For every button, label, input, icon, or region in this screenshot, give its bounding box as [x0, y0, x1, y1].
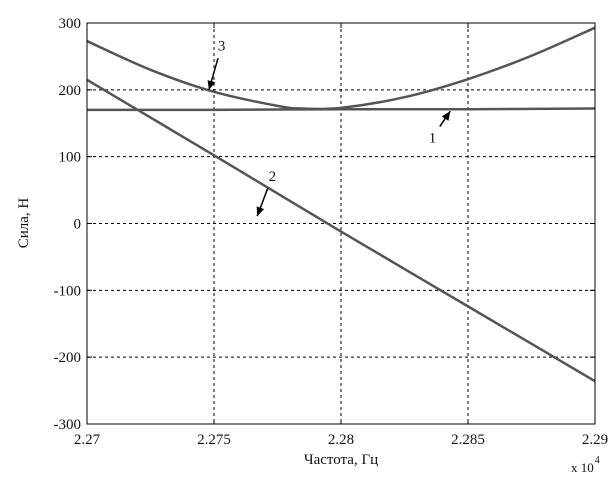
y-tick-label: 100 [59, 150, 82, 166]
series-line-2 [86, 78, 596, 383]
x-tick-label: 2.285 [451, 432, 485, 448]
y-axis-title: Сила, Н [16, 198, 32, 249]
annotation-arrowhead-2 [256, 206, 265, 217]
y-tick-label: 0 [74, 217, 82, 233]
curve-annotations: 1 2 3 [207, 39, 451, 217]
y-tick-label: -200 [54, 350, 82, 366]
x-tick-label: 2.275 [197, 432, 231, 448]
annotation-label-3: 3 [218, 39, 226, 55]
x-axis-scale-note: x 104 [571, 455, 600, 475]
x-scale-base: x 10 [571, 460, 594, 475]
y-tick-label: -300 [54, 417, 82, 433]
annotation-label-2: 2 [269, 169, 277, 185]
annotation-arrowhead-3 [207, 80, 216, 90]
grid-lines [87, 23, 595, 424]
series-line-1 [86, 107, 596, 112]
axis-ticks [86, 22, 596, 425]
x-tick-label: 2.28 [328, 432, 354, 448]
annotation-label-1: 1 [429, 130, 437, 146]
series-lines [86, 26, 596, 383]
x-axis-title: Частота, Гц [304, 452, 378, 468]
series-line-3 [86, 26, 596, 111]
tick-labels: 2.27 2.275 2.28 2.285 2.29 300 200 100 0 -100 -200… [54, 16, 609, 448]
y-tick-label: -100 [54, 283, 82, 299]
x-scale-exponent: 4 [595, 455, 600, 466]
annotation-arrowhead-1 [441, 111, 451, 121]
y-tick-label: 200 [59, 83, 82, 99]
x-tick-label: 2.29 [582, 432, 608, 448]
x-tick-label: 2.27 [74, 432, 101, 448]
y-tick-label: 300 [59, 16, 82, 32]
